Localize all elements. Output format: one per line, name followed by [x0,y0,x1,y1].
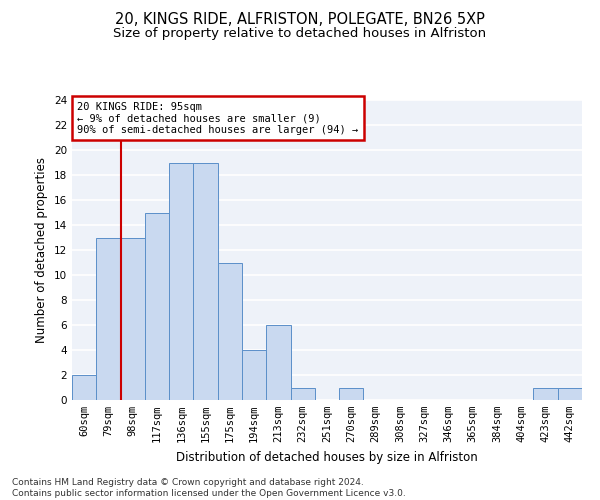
Bar [290,388,315,400]
Text: 20, KINGS RIDE, ALFRISTON, POLEGATE, BN26 5XP: 20, KINGS RIDE, ALFRISTON, POLEGATE, BN2… [115,12,485,28]
Bar [193,162,218,400]
Bar [169,162,193,400]
Bar [121,238,145,400]
Bar [218,262,242,400]
Bar [266,325,290,400]
Bar [72,375,96,400]
Bar [242,350,266,400]
Bar [533,388,558,400]
X-axis label: Distribution of detached houses by size in Alfriston: Distribution of detached houses by size … [176,450,478,464]
Text: Size of property relative to detached houses in Alfriston: Size of property relative to detached ho… [113,28,487,40]
Text: 20 KINGS RIDE: 95sqm
← 9% of detached houses are smaller (9)
90% of semi-detache: 20 KINGS RIDE: 95sqm ← 9% of detached ho… [77,102,358,134]
Bar [96,238,121,400]
Bar [558,388,582,400]
Text: Contains HM Land Registry data © Crown copyright and database right 2024.
Contai: Contains HM Land Registry data © Crown c… [12,478,406,498]
Bar [145,212,169,400]
Y-axis label: Number of detached properties: Number of detached properties [35,157,49,343]
Bar [339,388,364,400]
